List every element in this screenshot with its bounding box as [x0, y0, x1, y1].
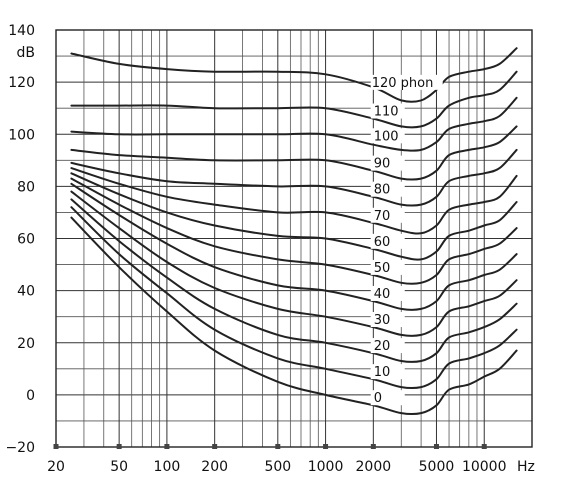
curve-label: 110 — [374, 105, 399, 120]
curve-label: 50 — [374, 261, 391, 276]
x-tick-marker — [275, 444, 281, 449]
x-axis-label: Hz — [517, 459, 535, 475]
curve-label: 70 — [374, 209, 391, 224]
curve-label: 60 — [374, 235, 391, 250]
y-axis-label: dB — [17, 45, 36, 61]
plot-frame — [55, 29, 533, 448]
curve-label: 120 phon — [372, 76, 434, 91]
y-tick-label: 20 — [17, 336, 35, 352]
x-tick-marker — [164, 444, 170, 449]
curve-label: 10 — [374, 365, 391, 380]
curve-label: 100 — [374, 129, 399, 144]
y-tick-label: 100 — [8, 127, 35, 143]
phon-curve — [70, 167, 518, 235]
phon-curve — [70, 206, 518, 390]
phon-curve — [70, 70, 518, 129]
curve-label-bg — [370, 155, 405, 171]
x-tick-marker — [212, 444, 218, 449]
y-tick-label: 60 — [17, 232, 35, 248]
curve-label-bg — [370, 338, 405, 354]
x-tick-label: 100 — [154, 459, 181, 475]
curve-label-bg — [370, 74, 443, 90]
curves — [70, 47, 518, 416]
phon-curve — [70, 148, 518, 207]
curve-label-bg — [370, 390, 405, 406]
curve-label-bg — [370, 285, 405, 301]
phon-curve — [70, 125, 518, 181]
x-tick-marker — [53, 444, 59, 449]
x-tick-marker — [323, 444, 329, 449]
y-tick-label: 0 — [26, 388, 35, 404]
x-tick-marker — [433, 444, 439, 449]
phon-curve — [70, 190, 518, 337]
y-tick-label: 120 — [8, 75, 35, 91]
curve-label-bg — [370, 259, 405, 275]
x-tick-label: 1000 — [308, 459, 344, 475]
curve-label-bg — [370, 207, 405, 223]
curve-label: 40 — [374, 287, 391, 302]
x-tick-label: 20 — [47, 459, 65, 475]
phon-curve — [70, 177, 518, 285]
y-tick-label: 140 — [8, 23, 35, 39]
phon-curve — [70, 47, 518, 103]
phon-curve — [70, 216, 518, 416]
x-tick-marker — [370, 444, 376, 449]
curve-label: 90 — [374, 157, 391, 172]
curve-label-bg — [370, 364, 405, 380]
phon-curve — [70, 182, 518, 311]
y-tick-label: 80 — [17, 179, 35, 195]
curve-label: 80 — [374, 183, 391, 198]
x-tick-label: 500 — [264, 459, 291, 475]
x-tick-label: 50 — [110, 459, 128, 475]
y-tick-label: 40 — [17, 284, 35, 300]
x-tick-label: 200 — [201, 459, 228, 475]
curve-label-bg — [370, 128, 405, 144]
x-tick-label: 10000 — [462, 459, 507, 475]
curve-label: 0 — [374, 391, 382, 406]
phon-curve — [70, 172, 518, 261]
phon-curve — [70, 96, 518, 152]
curve-label: 20 — [374, 339, 391, 354]
curve-label-bg — [370, 233, 405, 249]
curve-label-bg — [370, 103, 405, 119]
curve-label: 30 — [374, 313, 391, 328]
curve-label-bg — [370, 312, 405, 328]
grid — [55, 29, 533, 448]
phon-curve — [70, 198, 518, 363]
curve-label-bg — [370, 181, 405, 197]
x-tick-label: 5000 — [419, 459, 455, 475]
x-tick-label: 2000 — [356, 459, 392, 475]
x-tick-marker — [481, 444, 487, 449]
y-tick-label: −20 — [5, 440, 35, 456]
x-tick-marker — [116, 444, 122, 449]
